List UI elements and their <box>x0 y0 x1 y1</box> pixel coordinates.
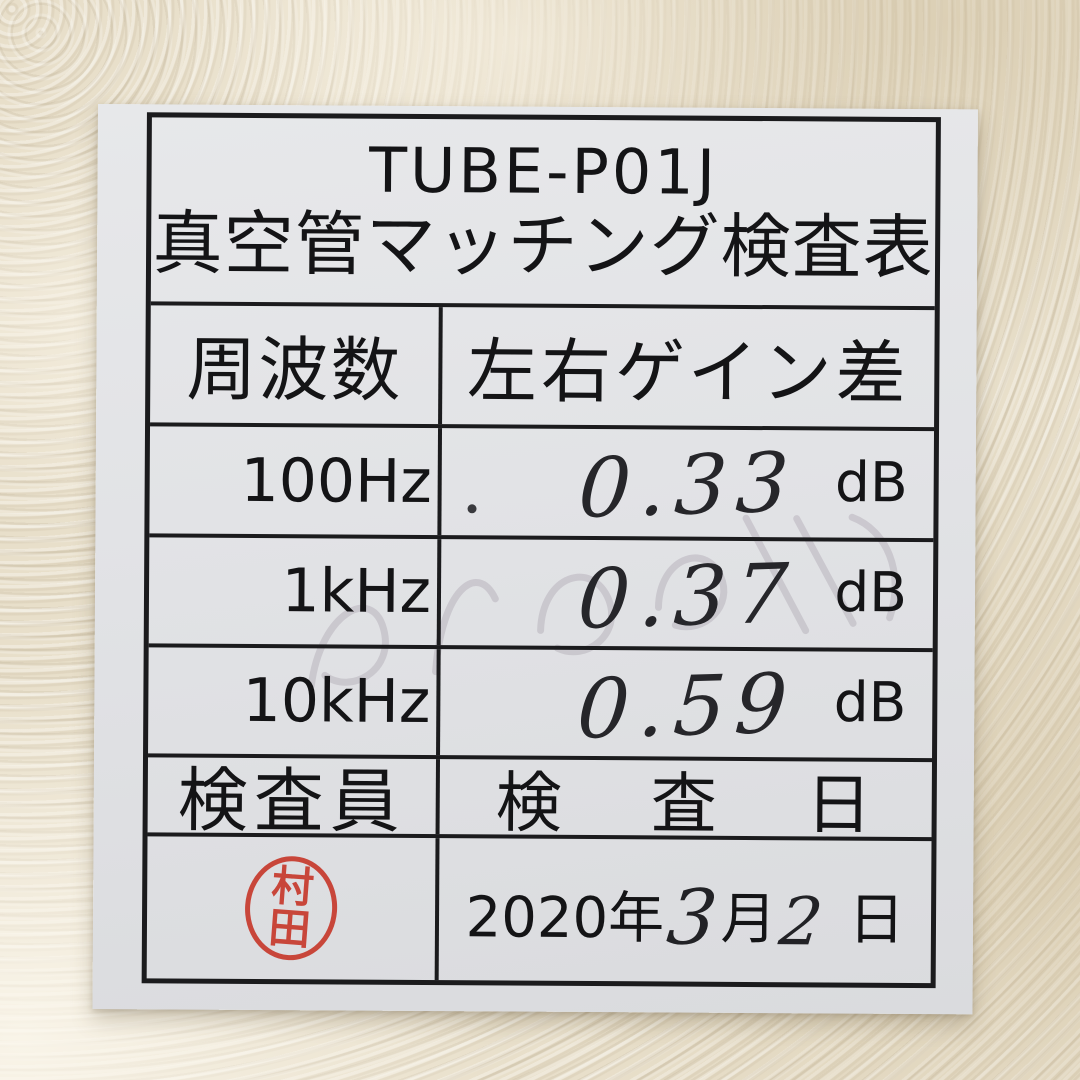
inspection-table: TUBE-P01J 真空管マッチング検査表 周波数 左右ゲイン差 100Hz 0… <box>141 112 941 989</box>
handwritten-gain-10khz: 0.59 <box>574 655 799 758</box>
gain-cell-1khz: 0.37 dB <box>436 539 934 649</box>
unit-db-100hz: dB <box>834 449 908 514</box>
handwritten-gain-100hz: 0.33 <box>575 435 800 537</box>
frequency-1khz: 1kHz <box>281 556 432 628</box>
column-header-row: 周波数 左右ゲイン差 <box>150 301 935 428</box>
inspection-date: 2020年 3 月 2 日 <box>465 865 905 961</box>
unit-db-1khz: dB <box>834 559 908 625</box>
inspector-stamp-cell: 村 田 <box>147 836 436 980</box>
handwritten-gain-1khz: 0.37 <box>574 545 800 648</box>
date-day-label: 日 <box>848 887 905 953</box>
signature-row: 村 田 2020年 3 月 2 日 <box>146 832 932 984</box>
gain-cell-100hz: 0.33 dB <box>437 428 935 539</box>
handwritten-month: 3 <box>663 872 722 962</box>
gain-cell-10khz: 0.59 dB <box>436 649 933 759</box>
model-number: TUBE-P01J <box>368 133 719 209</box>
inspector-label: 検査員 <box>177 759 406 843</box>
unit-db-10khz: dB <box>833 669 907 735</box>
column-header-frequency: 周波数 <box>186 328 403 412</box>
inspection-date-label: 検 査 日 <box>435 759 932 843</box>
column-header-gain-diff: 左右ゲイン差 <box>438 307 935 428</box>
footer-label-row: 検査員 検 査 日 <box>147 753 933 843</box>
stamp-char-bottom: 田 <box>266 902 313 955</box>
inspection-date-cell: 2020年 3 月 2 日 <box>434 838 932 984</box>
table-header-row: TUBE-P01J 真空管マッチング検査表 <box>151 117 936 306</box>
measurement-row-1khz: 1kHz 0.37 dB <box>148 533 934 649</box>
frequency-10khz: 10kHz <box>242 665 431 738</box>
inspection-label-paper: TUBE-P01J 真空管マッチング検査表 周波数 左右ゲイン差 100Hz 0… <box>92 104 978 1015</box>
table-title: 真空管マッチング検査表 <box>152 202 934 289</box>
hanko-stamp-murata: 村 田 <box>241 852 341 964</box>
handwritten-day: 2 <box>776 882 827 960</box>
date-month-label: 月 <box>720 886 777 952</box>
frequency-100hz: 100Hz <box>240 445 432 517</box>
measurement-row-10khz: 10kHz 0.59 dB <box>148 643 933 759</box>
measurement-row-100hz: 100Hz 0.33 dB <box>149 422 935 539</box>
date-year: 2020年 <box>465 884 665 951</box>
